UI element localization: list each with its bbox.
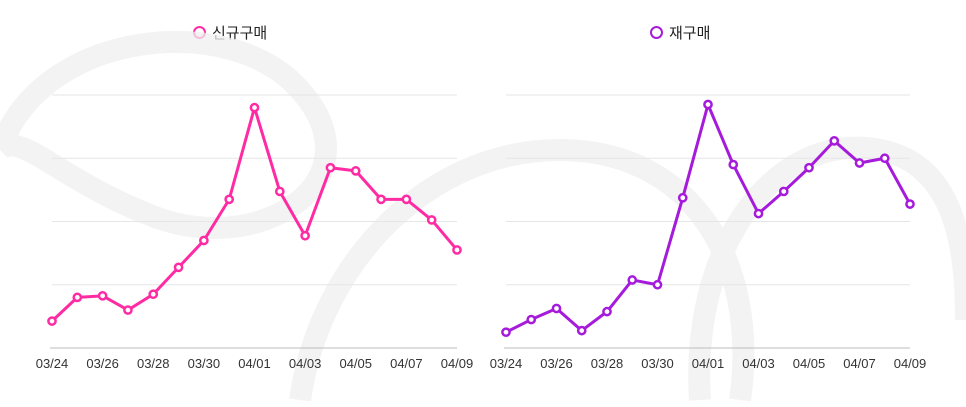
data-point[interactable]: [274, 186, 285, 197]
x-tick-label: 04/05: [793, 356, 826, 371]
x-tick-label: 04/07: [843, 356, 876, 371]
data-point[interactable]: [778, 186, 789, 197]
data-point[interactable]: [551, 303, 562, 314]
data-point[interactable]: [148, 289, 159, 300]
data-point[interactable]: [526, 314, 537, 325]
data-point[interactable]: [224, 194, 235, 205]
data-point[interactable]: [501, 327, 511, 338]
data-point[interactable]: [47, 316, 57, 326]
data-point[interactable]: [401, 194, 412, 205]
x-tick-label: 03/30: [641, 356, 674, 371]
data-point[interactable]: [72, 292, 83, 303]
x-tick-label: 04/05: [339, 356, 372, 371]
x-tick-label: 04/03: [742, 356, 775, 371]
data-point[interactable]: [249, 102, 260, 113]
legend-repurchase: 재구매: [650, 22, 710, 43]
x-tick-label: 03/28: [591, 356, 624, 371]
data-point[interactable]: [123, 305, 133, 315]
data-point[interactable]: [602, 306, 612, 317]
data-point[interactable]: [854, 158, 865, 168]
data-point[interactable]: [905, 199, 915, 209]
x-tick-label: 03/26: [86, 356, 119, 371]
data-point[interactable]: [350, 166, 361, 176]
data-point[interactable]: [426, 215, 437, 225]
data-point[interactable]: [652, 279, 663, 290]
data-point[interactable]: [829, 136, 840, 146]
data-point[interactable]: [728, 159, 739, 170]
data-point[interactable]: [576, 325, 587, 336]
x-tick-label: 03/30: [188, 356, 221, 371]
data-point[interactable]: [199, 235, 209, 246]
legend-label-repurchase: 재구매: [669, 24, 711, 42]
x-tick-label: 03/24: [36, 356, 69, 371]
chart-new-purchase: 03/24 03/26 03/28 03/30 04/01 04/03 04/05 04/07…: [36, 94, 474, 371]
x-tick-label: 04/09: [894, 356, 927, 371]
chart-repurchase: 03/24 03/26 03/28 03/30 04/01 04/03 04/05 04/07…: [490, 94, 927, 371]
data-point[interactable]: [879, 153, 890, 164]
data-point[interactable]: [173, 262, 184, 273]
x-tick-label: 04/07: [390, 356, 423, 371]
data-point[interactable]: [703, 99, 713, 110]
x-tick-label: 04/01: [692, 356, 725, 371]
x-tick-label: 04/03: [289, 356, 322, 371]
x-tick-label: 04/09: [441, 356, 474, 371]
data-point[interactable]: [452, 245, 462, 255]
data-point[interactable]: [677, 192, 688, 203]
x-tick-label: 03/26: [540, 356, 573, 371]
watermark-decoration: [0, 31, 966, 402]
data-point[interactable]: [376, 194, 386, 205]
data-point[interactable]: [804, 162, 814, 173]
data-point[interactable]: [753, 208, 764, 219]
data-point[interactable]: [325, 162, 336, 173]
data-point[interactable]: [300, 230, 310, 241]
x-tick-label: 03/28: [137, 356, 170, 371]
data-point[interactable]: [97, 290, 108, 301]
x-tick-label: 04/01: [238, 356, 271, 371]
x-tick-label: 03/24: [490, 356, 523, 371]
data-point[interactable]: [627, 275, 638, 285]
legend-marker-icon: [650, 26, 663, 39]
